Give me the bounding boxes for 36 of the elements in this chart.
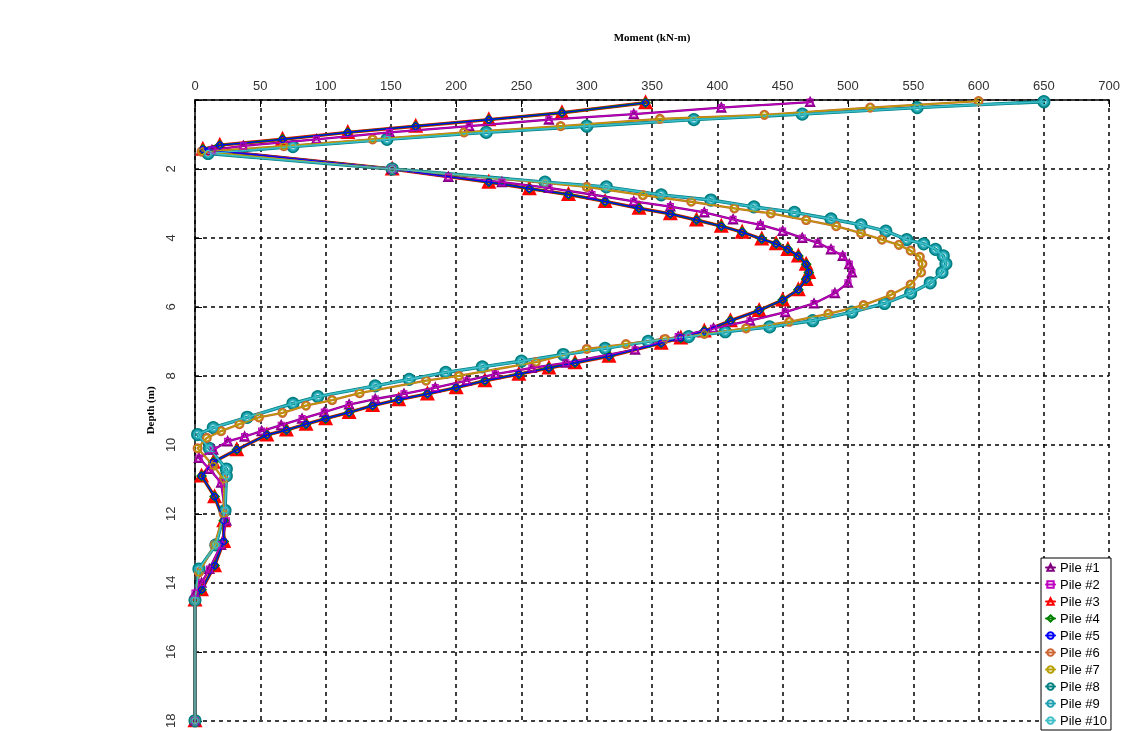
legend-label: Pile #3 xyxy=(1060,594,1100,609)
legend-label: Pile #4 xyxy=(1060,611,1100,626)
x-tick-label: 400 xyxy=(706,78,729,93)
legend-label: Pile #6 xyxy=(1060,645,1100,660)
x-tick-label: 700 xyxy=(1098,78,1121,93)
y-tick-label: 12 xyxy=(163,506,178,522)
x-tick-label: 200 xyxy=(445,78,468,93)
y-tick-label: 14 xyxy=(163,575,178,591)
x-tick-label: 450 xyxy=(771,78,794,93)
x-tick-label: 50 xyxy=(253,78,268,93)
x-tick-label: 150 xyxy=(380,78,402,93)
x-tick-label: 0 xyxy=(191,78,199,93)
x-tick-label: 100 xyxy=(314,78,337,93)
y-axis-title: Depth (m) xyxy=(143,386,157,435)
x-tick-label: 500 xyxy=(837,78,859,93)
x-axis-title: Moment (kN-m) xyxy=(613,30,691,44)
y-tick-label: 10 xyxy=(163,437,178,453)
legend-label: Pile #1 xyxy=(1060,560,1100,575)
x-tick-label: 550 xyxy=(902,78,925,93)
legend-label: Pile #9 xyxy=(1060,696,1100,711)
x-tick-label: 600 xyxy=(967,78,990,93)
y-tick-label: 4 xyxy=(163,234,178,242)
y-tick-label: 6 xyxy=(163,303,178,311)
legend-label: Pile #2 xyxy=(1060,577,1100,592)
legend-label: Pile #10 xyxy=(1060,713,1108,728)
legend-label: Pile #5 xyxy=(1060,628,1100,643)
y-tick-label: 16 xyxy=(163,644,178,660)
y-tick-label: 2 xyxy=(163,165,178,173)
x-tick-label: 350 xyxy=(641,78,663,93)
y-tick-label: 18 xyxy=(163,713,178,728)
x-tick-label: 300 xyxy=(575,78,598,93)
legend-label: Pile #7 xyxy=(1060,662,1100,677)
x-tick-label: 650 xyxy=(1033,78,1055,93)
y-tick-label: 8 xyxy=(163,372,178,380)
x-tick-label: 250 xyxy=(510,78,533,93)
legend-label: Pile #8 xyxy=(1060,679,1100,694)
